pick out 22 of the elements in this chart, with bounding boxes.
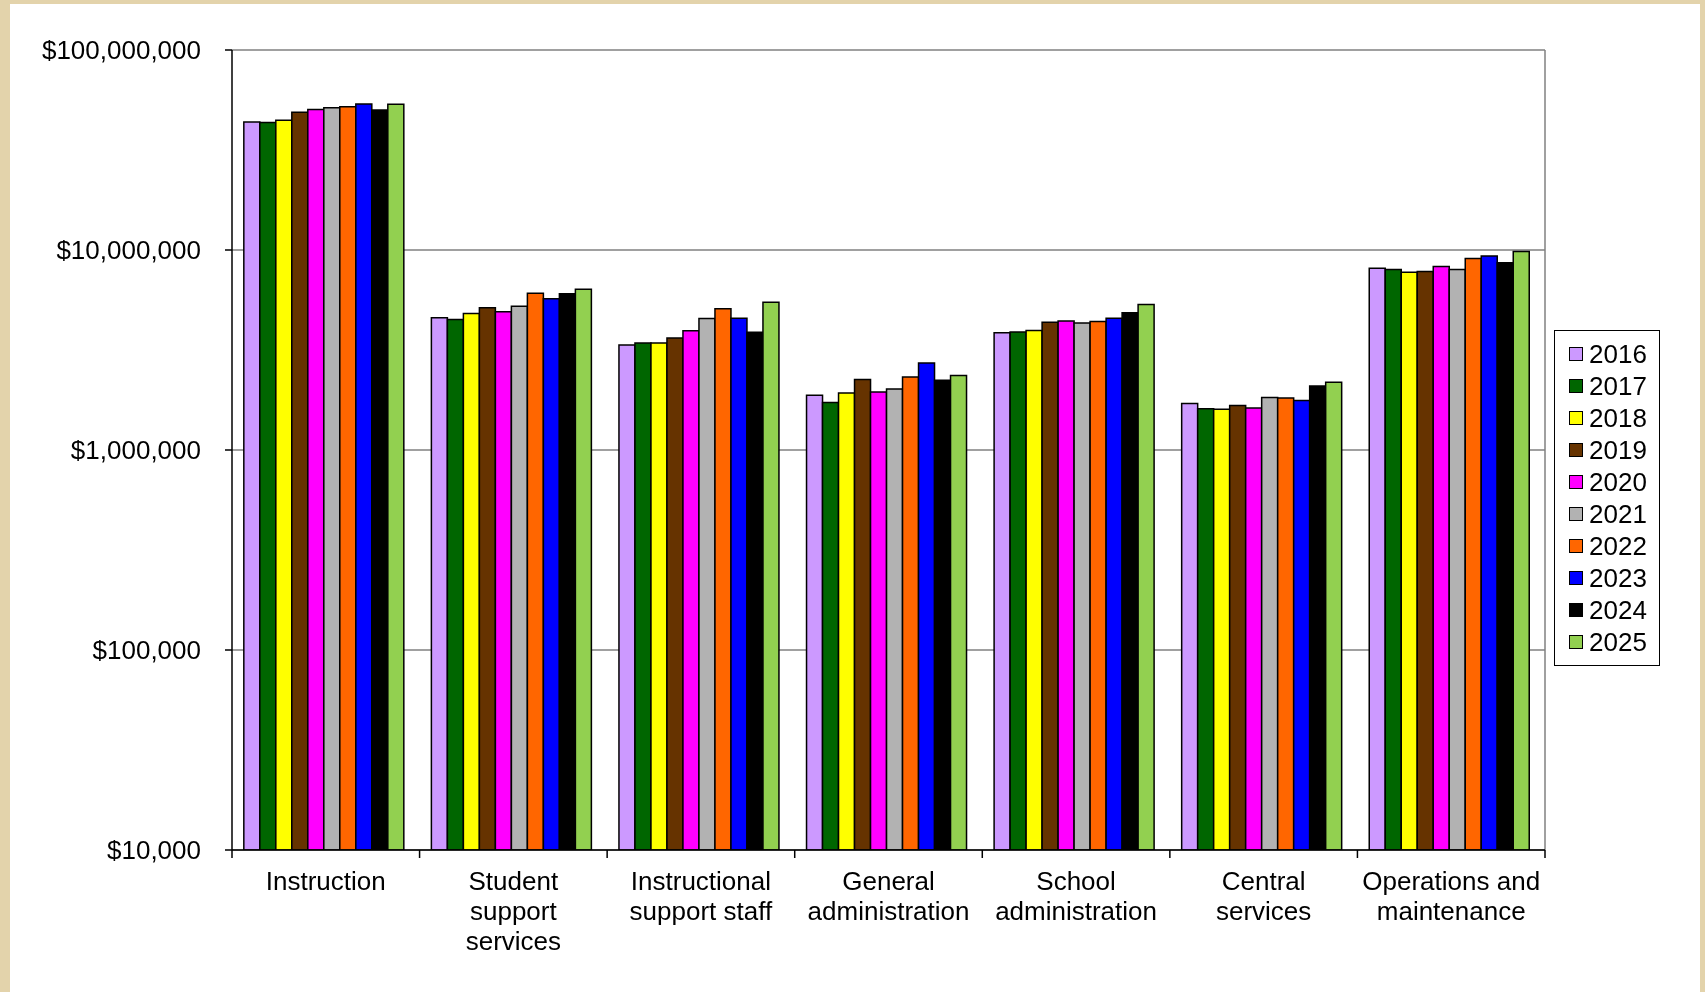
- x-tick-label: General administration: [807, 866, 970, 926]
- x-tick-label: Student support services: [465, 866, 562, 956]
- legend-label: 2022: [1589, 530, 1647, 562]
- y-tick-label: $1,000,000: [70, 435, 201, 466]
- x-tick-label: School administration: [995, 866, 1157, 926]
- legend-label: 2021: [1589, 498, 1647, 530]
- x-tick-label: Instruction: [265, 866, 386, 896]
- y-tick-label: $100,000: [92, 635, 201, 666]
- legend-label: 2020: [1589, 466, 1647, 498]
- x-tick-label: Operations and maintenance: [1362, 866, 1541, 926]
- y-tick-label: $10,000: [107, 835, 201, 866]
- legend-label: 2018: [1589, 402, 1647, 434]
- legend-label: 2023: [1589, 562, 1647, 594]
- legend-label: 2025: [1589, 626, 1647, 658]
- legend-label: 2017: [1589, 370, 1647, 402]
- x-tick-label: Instructional support staff: [629, 866, 774, 926]
- legend-label: 2024: [1589, 594, 1647, 626]
- legend-label: 2019: [1589, 434, 1647, 466]
- y-tick-label: $10,000,000: [56, 235, 201, 266]
- legend-label: 2016: [1589, 338, 1647, 370]
- y-tick-label: $100,000,000: [41, 35, 201, 66]
- x-tick-label: Central services: [1215, 866, 1312, 926]
